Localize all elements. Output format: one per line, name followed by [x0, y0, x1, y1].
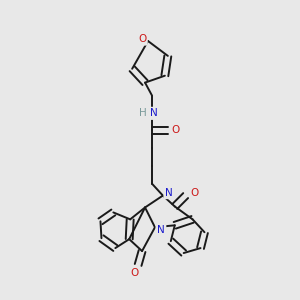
Text: O: O [130, 268, 138, 278]
Text: N: N [150, 108, 158, 118]
Text: N: N [165, 188, 173, 198]
Text: O: O [172, 125, 180, 135]
Text: H: H [139, 108, 147, 118]
Text: N: N [157, 225, 165, 235]
Text: O: O [190, 188, 199, 198]
Text: O: O [138, 34, 146, 44]
